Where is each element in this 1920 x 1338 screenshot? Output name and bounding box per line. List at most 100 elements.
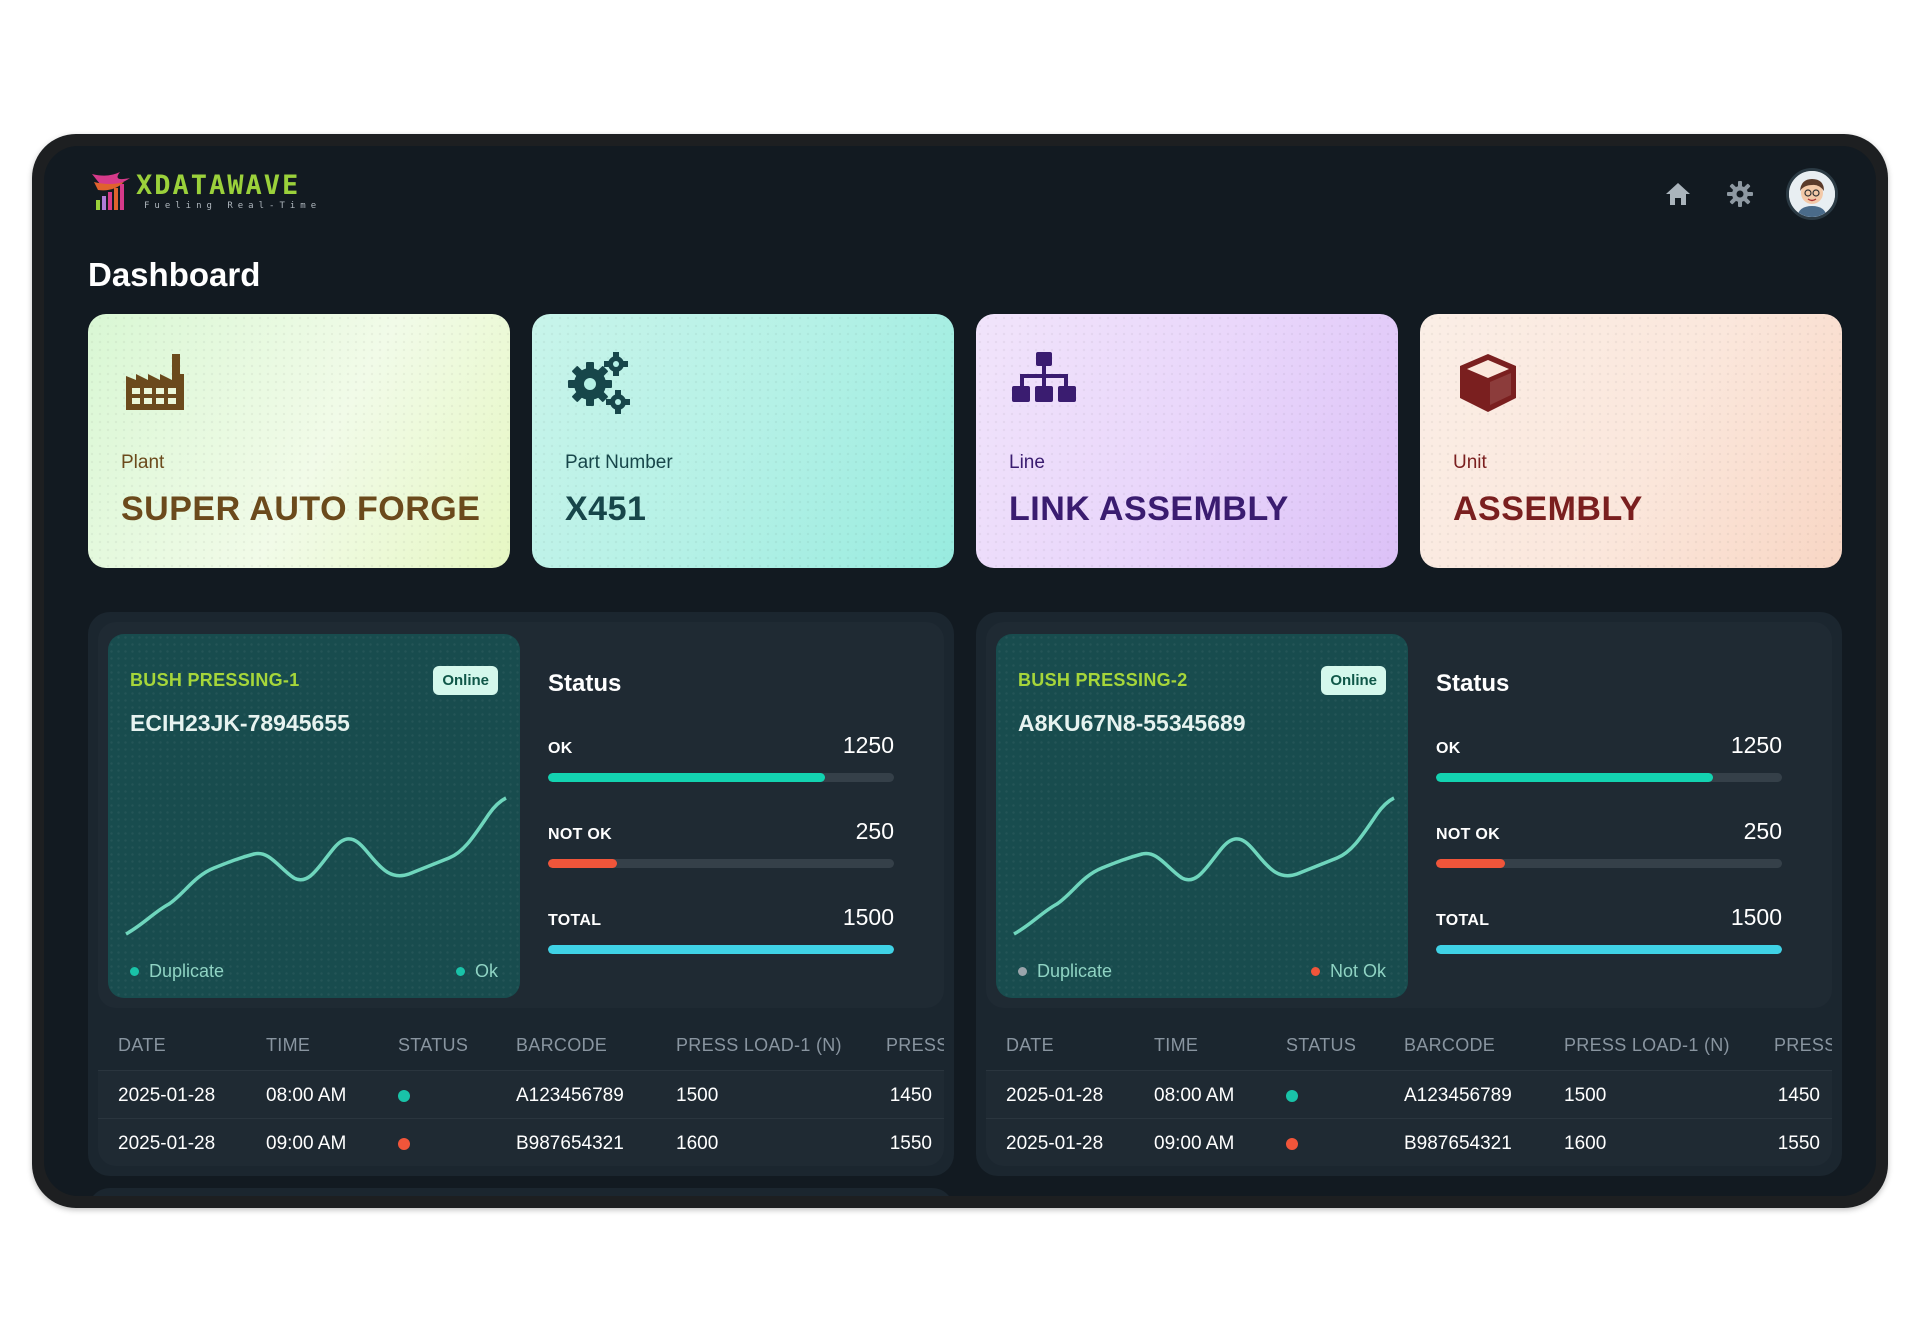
cell-time: 08:00 AM	[1154, 1085, 1235, 1106]
legend-ok: Ok	[455, 961, 498, 982]
part-number-card[interactable]: Part Number X451	[532, 314, 954, 568]
device-frame: XDATAWAVE Fueling Real-Time	[32, 134, 1888, 1208]
not-ok-progress-bar	[1436, 859, 1506, 868]
legend-dot	[1018, 967, 1027, 976]
status-dot	[1286, 1090, 1298, 1102]
status-section-2: Status OK 1250 NOT OK 250	[1430, 622, 1810, 1008]
column-header[interactable]: BARCODE	[1404, 1035, 1496, 1055]
cell-load1: 1600	[1564, 1133, 1607, 1154]
stat-value: 250	[1743, 818, 1782, 844]
page-title: Dashboard	[88, 256, 261, 293]
machine-card-2[interactable]: BUSH PRESSING-2 Online A8KU67N8-55345689…	[996, 634, 1408, 998]
cell-barcode: A123456789	[516, 1085, 624, 1106]
stat-value: 1250	[842, 732, 894, 758]
cell-load2: 1550	[1777, 1133, 1820, 1154]
line-label: Line	[1009, 452, 1045, 473]
legend-dot	[1310, 967, 1320, 976]
cell-date: 2025-01-28	[1006, 1133, 1104, 1154]
column-header[interactable]: STATUS	[398, 1035, 469, 1055]
home-icon[interactable]	[1662, 178, 1694, 210]
line-card[interactable]: Line LINK ASSEMBLY	[976, 314, 1398, 568]
column-header[interactable]: PRESS LOAD-1 (N)	[1564, 1035, 1730, 1055]
progress-track	[1436, 773, 1782, 782]
brand-tagline: Fueling Real-Time	[144, 201, 322, 211]
machine-name: BUSH PRESSING-2	[1018, 670, 1188, 690]
stat-ok: OK 1250	[1436, 732, 1782, 782]
machine-panel-2: BUSH PRESSING-2 Online A8KU67N8-55345689…	[976, 612, 1842, 1176]
brand-name: XDATAWAVE	[136, 170, 301, 201]
ok-progress-bar	[1436, 773, 1713, 782]
hierarchy-icon	[1012, 352, 1076, 402]
machine-panel-1: BUSH PRESSING-1 Online ECIH23JK-78945655…	[88, 612, 954, 1176]
legend-duplicate: Duplicate	[130, 961, 224, 982]
cell-load1: 1500	[676, 1085, 719, 1106]
legend-label: Not Ok	[1329, 961, 1386, 981]
cell-load2: 1450	[889, 1085, 932, 1106]
part-number-value: X451	[565, 490, 647, 528]
cell-barcode: B987654321	[516, 1133, 624, 1154]
cell-load2: 1550	[889, 1133, 932, 1154]
factory-icon	[126, 354, 184, 410]
total-progress-bar	[1436, 945, 1782, 954]
status-dot	[1286, 1138, 1298, 1150]
column-header[interactable]: PRESS	[886, 1035, 944, 1055]
column-header[interactable]: PRESS LOAD-1 (N)	[676, 1035, 842, 1055]
machine-card-1[interactable]: BUSH PRESSING-1 Online ECIH23JK-78945655…	[108, 634, 520, 998]
stat-label: OK	[1436, 740, 1461, 757]
cube-icon	[1460, 354, 1516, 412]
part-number-label: Part Number	[565, 452, 673, 473]
stat-value: 1500	[1730, 904, 1782, 930]
cell-barcode: A123456789	[1404, 1085, 1512, 1106]
table-header: DATE TIME STATUS BARCODE PRESS LOAD-1 (N…	[986, 1018, 1832, 1070]
status-dot	[398, 1138, 410, 1150]
avatar[interactable]	[1786, 168, 1838, 220]
stat-label: OK	[548, 740, 573, 757]
unit-card[interactable]: Unit ASSEMBLY	[1420, 314, 1842, 568]
table-row[interactable]: 2025-01-28 09:00 AM B987654321 1600 1550	[986, 1118, 1832, 1166]
stat-value: 250	[855, 818, 894, 844]
column-header[interactable]: PRESS	[1774, 1035, 1832, 1055]
progress-track	[548, 945, 894, 954]
column-header[interactable]: STATUS	[1286, 1035, 1357, 1055]
table-row[interactable]: 2025-01-28 09:00 AM B987654321 1600 1550	[98, 1118, 944, 1166]
gear-icon[interactable]	[1724, 178, 1756, 210]
cell-load2: 1450	[1777, 1085, 1820, 1106]
column-header[interactable]: TIME	[1154, 1035, 1199, 1055]
readings-table-2: DATE TIME STATUS BARCODE PRESS LOAD-1 (N…	[986, 1018, 1832, 1166]
cell-date: 2025-01-28	[1006, 1085, 1104, 1106]
progress-track	[1436, 859, 1782, 868]
next-panel-peek	[88, 1188, 954, 1196]
column-header[interactable]: DATE	[1006, 1035, 1054, 1055]
not-ok-progress-bar	[548, 859, 618, 868]
status-title: Status	[1436, 670, 1510, 697]
brand-logo[interactable]: XDATAWAVE Fueling Real-Time	[90, 168, 321, 214]
legend-label: Duplicate	[1037, 961, 1113, 981]
legend-label: Ok	[474, 961, 498, 981]
stat-total: TOTAL 1500	[1436, 904, 1782, 954]
trend-sparkline	[125, 796, 507, 936]
stat-ok: OK 1250	[548, 732, 894, 782]
column-header[interactable]: TIME	[266, 1035, 311, 1055]
line-value: LINK ASSEMBLY	[1009, 490, 1289, 528]
trend-sparkline	[1013, 796, 1395, 936]
cell-time: 08:00 AM	[266, 1085, 347, 1106]
plant-value: SUPER AUTO FORGE	[121, 490, 481, 528]
stat-label: TOTAL	[548, 912, 602, 929]
table-row[interactable]: 2025-01-28 08:00 AM A123456789 1500 1450	[986, 1070, 1832, 1118]
total-progress-bar	[548, 945, 894, 954]
unit-value: ASSEMBLY	[1453, 490, 1643, 528]
dashboard-screen: XDATAWAVE Fueling Real-Time	[44, 146, 1876, 1196]
readings-table-1: DATE TIME STATUS BARCODE PRESS LOAD-1 (N…	[98, 1018, 944, 1166]
stat-label: NOT OK	[1436, 826, 1501, 843]
column-header[interactable]: BARCODE	[516, 1035, 608, 1055]
stat-total: TOTAL 1500	[548, 904, 894, 954]
stat-label: TOTAL	[1436, 912, 1490, 929]
cell-load1: 1500	[1564, 1085, 1607, 1106]
column-header[interactable]: DATE	[118, 1035, 166, 1055]
plant-card[interactable]: Plant SUPER AUTO FORGE	[88, 314, 510, 568]
legend-duplicate: Duplicate	[1018, 961, 1112, 982]
table-row[interactable]: 2025-01-28 08:00 AM A123456789 1500 1450	[98, 1070, 944, 1118]
status-section-1: Status OK 1250 NOT OK 250	[542, 622, 922, 1008]
machine-serial: ECIH23JK-78945655	[130, 710, 350, 736]
logo-mark-icon	[92, 172, 130, 210]
